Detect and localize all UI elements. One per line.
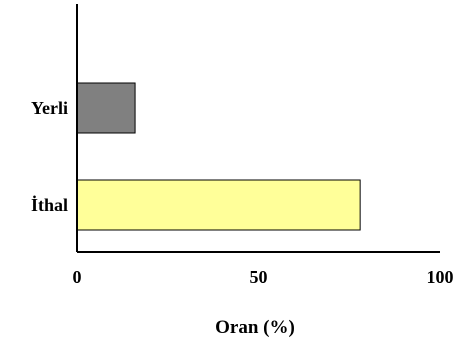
category-label-1: İthal — [31, 195, 68, 215]
bars-group — [76, 82, 361, 231]
x-tick-labels: 0 50 100 — [73, 267, 454, 287]
x-axis-title: Oran (%) — [215, 317, 295, 338]
category-labels: Yerli İthal — [31, 98, 68, 215]
category-label-0: Yerli — [31, 98, 68, 118]
bar-0 — [76, 82, 136, 134]
bar-1 — [76, 179, 361, 231]
x-tick-label-1: 50 — [250, 267, 268, 287]
x-tick-label-0: 0 — [73, 267, 82, 287]
x-tick-label-2: 100 — [427, 267, 454, 287]
